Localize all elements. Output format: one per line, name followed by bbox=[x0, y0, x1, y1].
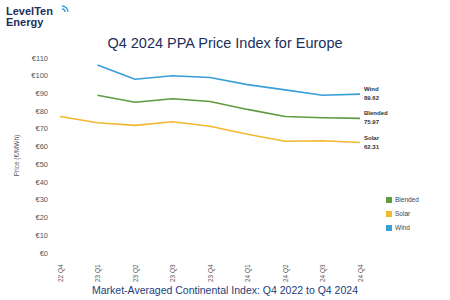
tick-label: 23 Q4 bbox=[207, 264, 215, 282]
end-label-value: 89.62 bbox=[364, 95, 380, 101]
tick-label: €20 bbox=[35, 213, 48, 222]
tick-mark bbox=[52, 93, 54, 94]
tick-label: €10 bbox=[35, 231, 48, 240]
tick-mark bbox=[52, 182, 54, 183]
tick-mark bbox=[52, 111, 54, 112]
end-label-name: Blended bbox=[364, 110, 388, 116]
tick-label: €30 bbox=[35, 195, 48, 204]
tick-label: €90 bbox=[35, 89, 48, 98]
legend-label: Solar bbox=[395, 210, 411, 217]
tick-label: €110 bbox=[32, 54, 48, 63]
tick-mark bbox=[52, 164, 54, 165]
y-axis: €0 €10 €20 €30 €40 €50 €60 €70 €80 €90 €100 €110 bbox=[31, 54, 54, 258]
end-label-name: Wind bbox=[364, 86, 379, 92]
logo-text: Energy bbox=[6, 16, 44, 28]
logo-icon bbox=[62, 6, 68, 12]
subtitle: Market-Averaged Continental Index: Q4 20… bbox=[92, 284, 358, 296]
tick-mark bbox=[52, 75, 54, 76]
tick-label: €40 bbox=[35, 178, 48, 187]
tick-label: 24 Q2 bbox=[282, 264, 290, 282]
tick-label: 22 Q4 bbox=[57, 264, 65, 282]
series-line bbox=[60, 117, 360, 143]
tick-label: €50 bbox=[35, 160, 48, 169]
tick-mark bbox=[52, 235, 54, 236]
tick-label: 24 Q3 bbox=[319, 264, 327, 282]
tick-label: 23 Q2 bbox=[132, 264, 140, 282]
logo-icon bbox=[62, 9, 65, 12]
tick-label: €60 bbox=[35, 142, 48, 151]
tick-mark bbox=[52, 253, 54, 254]
tick-label: €100 bbox=[31, 71, 48, 80]
tick-mark bbox=[52, 199, 54, 200]
tick-label: 23 Q3 bbox=[169, 264, 177, 282]
series-line bbox=[98, 95, 361, 118]
tick-label: 24 Q4 bbox=[357, 264, 365, 282]
chart: LevelTenEnergy Q4 2024 PPA Price Index fo… bbox=[0, 0, 450, 300]
tick-mark bbox=[52, 146, 54, 147]
tick-label: 23 Q1 bbox=[94, 264, 102, 282]
tick-mark bbox=[52, 217, 54, 218]
end-labels: Blended 75.97 Solar 62.31 Wind 89.62 bbox=[364, 86, 388, 149]
logo: LevelTenEnergy bbox=[6, 5, 68, 28]
end-label-value: 75.97 bbox=[364, 119, 380, 125]
legend-label: Wind bbox=[395, 224, 410, 231]
tick-mark bbox=[52, 128, 54, 129]
legend-label: Blended bbox=[395, 196, 419, 203]
legend-swatch bbox=[386, 211, 392, 217]
end-label-value: 62.31 bbox=[364, 144, 380, 150]
legend: Blended Solar Wind bbox=[386, 196, 419, 231]
tick-label: €0 bbox=[40, 249, 48, 258]
tick-label: 24 Q1 bbox=[244, 264, 252, 282]
plot-area bbox=[60, 65, 360, 142]
tick-label: €80 bbox=[35, 107, 48, 116]
series-line bbox=[98, 65, 361, 95]
legend-swatch bbox=[386, 225, 392, 231]
axis-label: Price (€/MWh) bbox=[13, 135, 21, 177]
title: Q4 2024 PPA Price Index for Europe bbox=[107, 35, 342, 51]
legend-swatch bbox=[386, 197, 392, 203]
x-axis: 22 Q4 23 Q1 23 Q2 23 Q3 23 Q4 24 Q1 24 Q2 24 Q3… bbox=[57, 264, 365, 282]
tick-mark bbox=[52, 58, 54, 59]
end-label-name: Solar bbox=[364, 135, 380, 141]
tick-label: €70 bbox=[35, 124, 48, 133]
